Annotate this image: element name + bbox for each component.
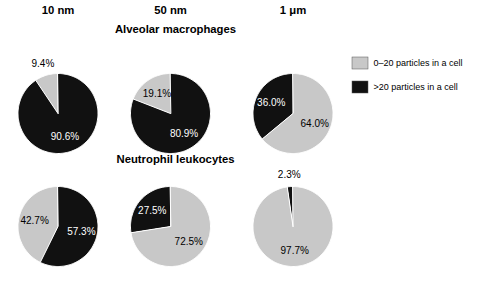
svg-text:42.7%: 42.7% [20, 215, 48, 226]
svg-text:Alveolar macrophages: Alveolar macrophages [115, 23, 236, 35]
svg-text:57.3%: 57.3% [67, 226, 95, 237]
svg-text:9.4%: 9.4% [31, 58, 54, 69]
svg-text:0–20 particles in a cell: 0–20 particles in a cell [374, 58, 463, 68]
svg-text:72.5%: 72.5% [175, 236, 203, 247]
svg-text:64.0%: 64.0% [301, 118, 329, 129]
svg-text:80.9%: 80.9% [170, 128, 198, 139]
svg-text:10 nm: 10 nm [42, 4, 75, 16]
svg-text:19.1%: 19.1% [143, 88, 171, 99]
svg-text:1 μm: 1 μm [280, 4, 306, 16]
svg-text:36.0%: 36.0% [257, 97, 285, 108]
svg-text:>20 particles in a cell: >20 particles in a cell [374, 82, 458, 92]
svg-text:90.6%: 90.6% [51, 131, 79, 142]
svg-text:27.5%: 27.5% [138, 205, 166, 216]
svg-text:Neutrophil leukocytes: Neutrophil leukocytes [116, 153, 234, 165]
svg-text:2.3%: 2.3% [278, 169, 301, 180]
svg-text:50 nm: 50 nm [154, 4, 187, 16]
svg-text:97.7%: 97.7% [281, 245, 309, 256]
